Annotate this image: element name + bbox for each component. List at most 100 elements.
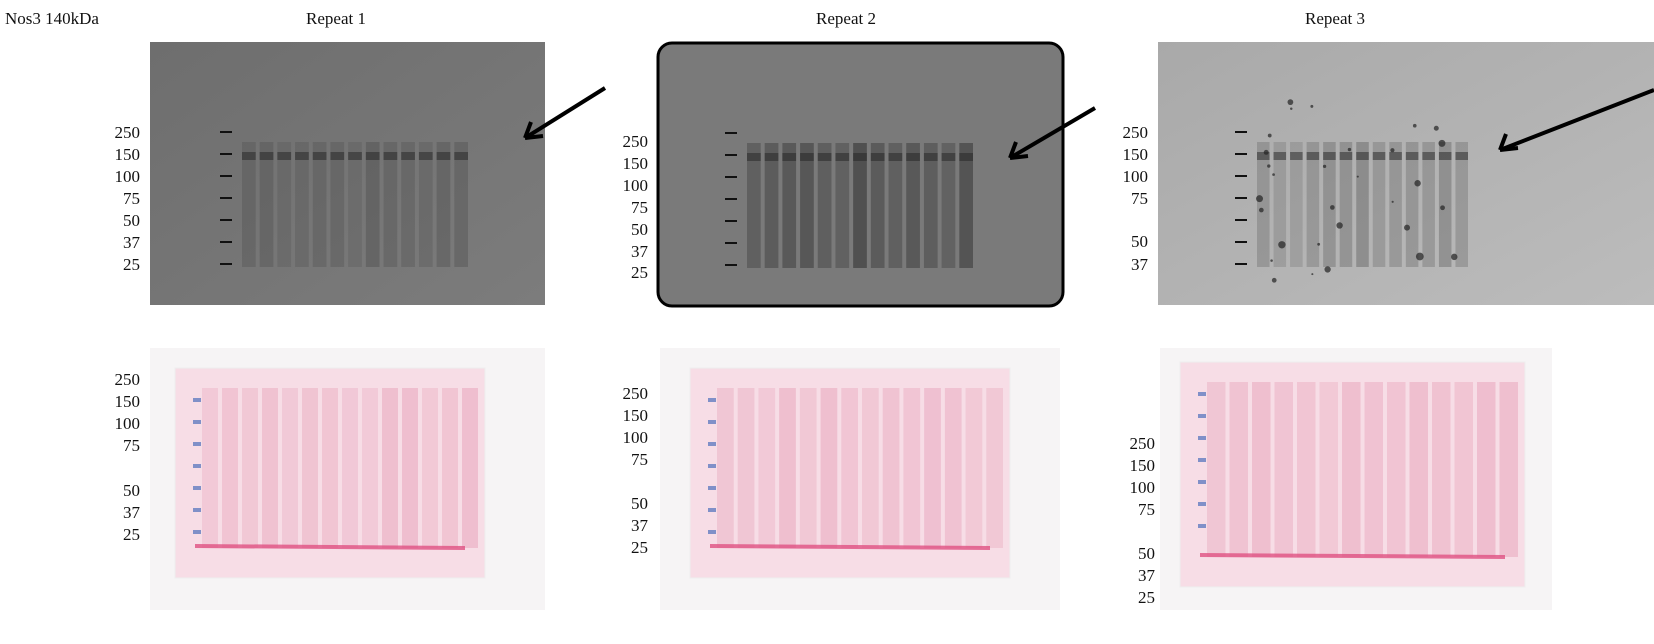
stain-ladder bbox=[1198, 436, 1206, 440]
stain-marker-label: 75 bbox=[123, 436, 140, 455]
stain-marker-label: 37 bbox=[631, 516, 649, 535]
stain-ladder bbox=[1198, 502, 1206, 506]
blot-lane bbox=[888, 143, 903, 268]
blot-lane bbox=[853, 143, 867, 268]
stain-ladder bbox=[708, 464, 716, 468]
stain-ladder bbox=[708, 420, 716, 424]
blot-band bbox=[242, 152, 256, 160]
blot-band bbox=[888, 153, 903, 161]
panel-title: Repeat 3 bbox=[1305, 9, 1365, 28]
blot-marker-label: 37 bbox=[631, 242, 649, 261]
blot-speck bbox=[1287, 99, 1294, 106]
blot-speck bbox=[1356, 175, 1359, 178]
stain-lane bbox=[799, 388, 817, 548]
blot-lane bbox=[454, 142, 468, 267]
blot-band bbox=[1323, 152, 1336, 160]
blot-band bbox=[800, 153, 814, 161]
arrow bbox=[523, 86, 607, 140]
stain-ladder bbox=[193, 398, 201, 402]
blot-speck bbox=[1272, 173, 1275, 176]
blot-band bbox=[348, 152, 362, 160]
stain-lane bbox=[944, 388, 962, 548]
stain-marker-label: 25 bbox=[631, 538, 648, 557]
blot-band bbox=[959, 153, 973, 161]
blot-band bbox=[817, 153, 832, 161]
blot-lane bbox=[941, 143, 956, 268]
stain-marker-label: 250 bbox=[623, 384, 649, 403]
stain-lane bbox=[202, 388, 218, 548]
blot-lane bbox=[906, 143, 920, 268]
blot-lane bbox=[401, 142, 415, 267]
blot-band bbox=[764, 153, 779, 161]
stain-lane bbox=[903, 388, 921, 548]
blot-lane bbox=[436, 142, 451, 267]
blot-lane bbox=[1455, 142, 1468, 267]
stain-lane bbox=[402, 388, 418, 548]
stain-lane bbox=[422, 388, 438, 548]
blot-lane bbox=[277, 142, 292, 267]
blot-speck bbox=[1267, 133, 1272, 138]
blot-speck bbox=[1347, 147, 1352, 152]
blot-marker-label: 37 bbox=[1131, 255, 1149, 274]
stain-marker-label: 150 bbox=[1130, 456, 1156, 475]
blot-marker-label: 50 bbox=[631, 220, 648, 239]
blot-lane bbox=[1405, 142, 1419, 267]
stain-lane bbox=[779, 388, 796, 548]
stain-lane bbox=[882, 388, 900, 548]
blot-lane bbox=[764, 143, 779, 268]
blot-lane bbox=[1306, 142, 1320, 267]
stain-lane bbox=[1207, 382, 1226, 557]
stain-marker-label: 37 bbox=[123, 503, 141, 522]
stain-lane bbox=[342, 388, 358, 548]
stain-ladder bbox=[708, 486, 716, 490]
stain-lane bbox=[1297, 382, 1316, 557]
stain-ladder bbox=[193, 530, 201, 534]
stain-lane bbox=[924, 388, 941, 548]
blot-lane bbox=[365, 142, 380, 267]
blot-band bbox=[853, 153, 867, 161]
blot-band bbox=[1306, 152, 1320, 160]
stain-marker-label: 50 bbox=[1138, 544, 1155, 563]
blot-band bbox=[906, 153, 920, 161]
stain-marker-label: 100 bbox=[115, 414, 141, 433]
stain-front bbox=[1199, 553, 1506, 559]
blot-speck bbox=[1322, 164, 1327, 168]
blot-band bbox=[923, 153, 938, 161]
blot-band bbox=[1438, 152, 1452, 160]
blot-speck bbox=[1390, 148, 1395, 153]
blot-band bbox=[747, 153, 761, 161]
stain-lane bbox=[382, 388, 398, 548]
stain-marker-label: 25 bbox=[1138, 588, 1155, 607]
blot-band bbox=[1257, 152, 1270, 160]
stain-marker-label: 25 bbox=[123, 525, 140, 544]
blot-speck bbox=[1440, 205, 1445, 211]
blot-lane bbox=[295, 142, 309, 267]
stain-ladder bbox=[708, 398, 716, 402]
stain-marker-label: 250 bbox=[1130, 434, 1156, 453]
blot-speck bbox=[1256, 195, 1264, 203]
stain-marker-label: 100 bbox=[1130, 478, 1156, 497]
stain-lane bbox=[841, 388, 858, 548]
stain-lane bbox=[1342, 382, 1361, 557]
stain-front bbox=[709, 544, 991, 550]
stain-lane bbox=[362, 388, 378, 548]
blot-lane bbox=[418, 142, 433, 267]
stain-front bbox=[194, 544, 466, 550]
blot-speck bbox=[1311, 273, 1314, 276]
blot-speck bbox=[1404, 224, 1411, 231]
blot-lane bbox=[1339, 142, 1353, 267]
blot-band bbox=[312, 152, 327, 160]
stain-lane bbox=[1477, 382, 1496, 557]
stain-lane bbox=[262, 388, 278, 548]
stain-ladder bbox=[193, 420, 201, 424]
stain-lane bbox=[242, 388, 258, 548]
blot-speck bbox=[1324, 266, 1331, 273]
blot-image bbox=[1158, 42, 1654, 305]
blot-marker-label: 25 bbox=[631, 263, 648, 282]
blot-marker-label: 50 bbox=[1131, 232, 1148, 251]
blot-band bbox=[259, 152, 274, 160]
arrow bbox=[1008, 106, 1097, 160]
blot-lane bbox=[1422, 142, 1435, 267]
blot-band bbox=[1290, 152, 1303, 160]
